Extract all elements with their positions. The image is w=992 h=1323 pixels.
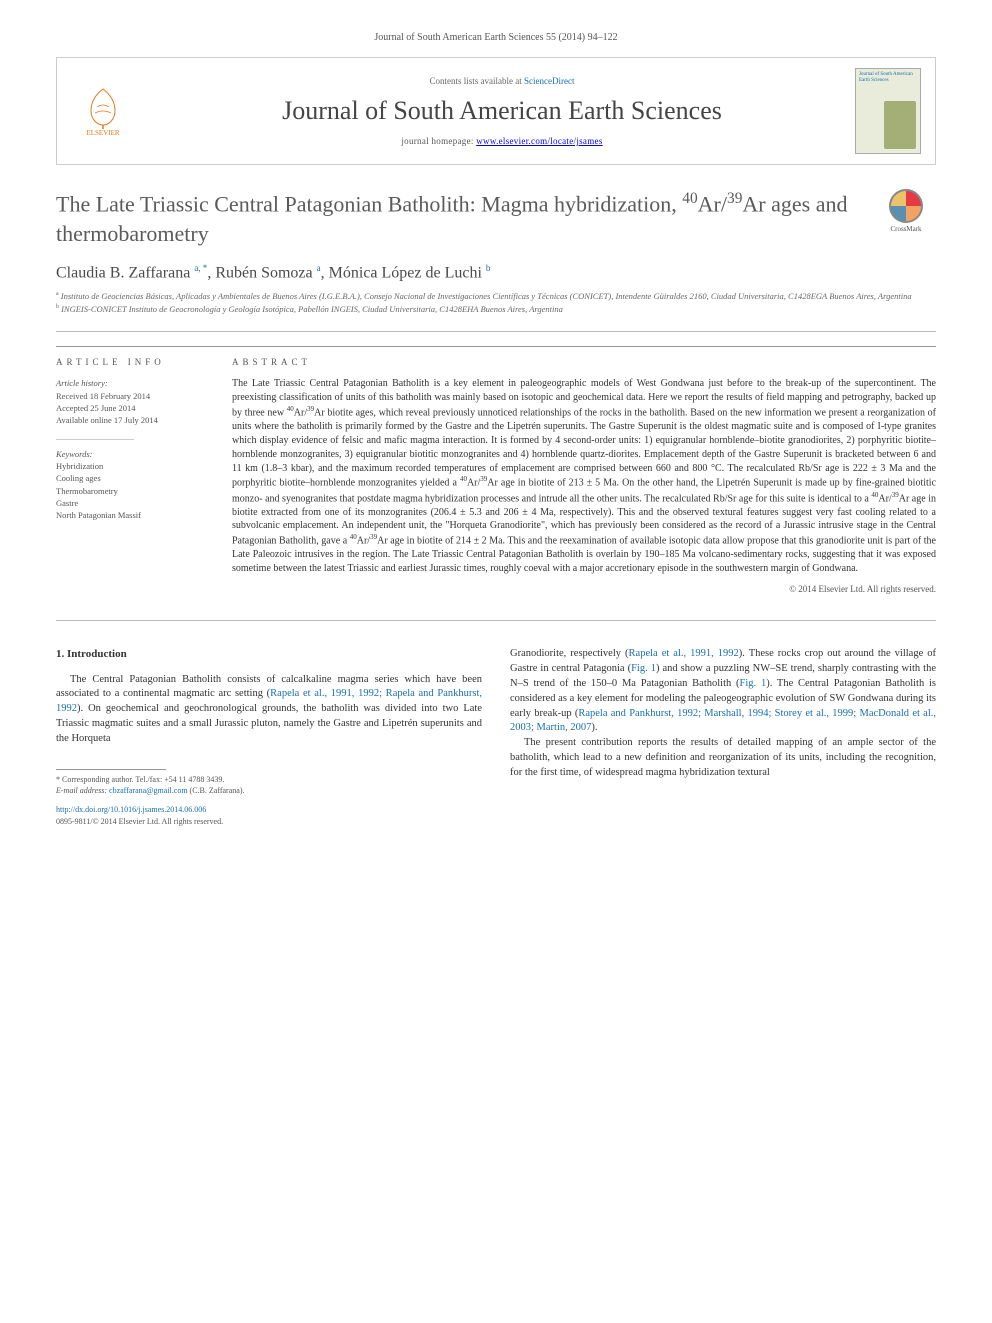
divider — [56, 331, 936, 332]
accepted-date: Accepted 25 June 2014 — [56, 402, 212, 414]
divider — [56, 620, 936, 621]
keyword: Thermobarometry — [56, 485, 212, 497]
elsevier-logo: ELSEVIER — [71, 75, 135, 147]
email-who: (C.B. Zaffarana). — [188, 786, 245, 795]
keyword: Hybridization — [56, 460, 212, 472]
elsevier-label: ELSEVIER — [86, 129, 119, 137]
sciencedirect-link[interactable]: ScienceDirect — [524, 76, 574, 86]
abstract-text: The Late Triassic Central Patagonian Bat… — [232, 377, 936, 575]
contents-available: Contents lists available at ScienceDirec… — [149, 76, 855, 86]
intro-heading: 1. Introduction — [56, 647, 482, 663]
article-info: ARTICLE INFO Article history: Received 1… — [56, 346, 232, 593]
online-date: Available online 17 July 2014 — [56, 414, 212, 426]
corresponding-email-link[interactable]: cbzaffarana@gmail.com — [109, 786, 188, 795]
article-title: The Late Triassic Central Patagonian Bat… — [56, 189, 858, 249]
history-label: Article history: — [56, 377, 212, 389]
article-info-label: ARTICLE INFO — [56, 357, 212, 367]
citation-line: Journal of South American Earth Sciences… — [56, 32, 936, 43]
body-text: 1. Introduction The Central Patagonian B… — [56, 647, 936, 827]
journal-homepage: journal homepage: www.elsevier.com/locat… — [149, 136, 855, 146]
crossmark-label: CrossMark — [890, 225, 921, 233]
keyword: Gastre — [56, 497, 212, 509]
journal-homepage-link[interactable]: www.elsevier.com/locate/jsames — [476, 136, 602, 146]
email-label: E-mail address: — [56, 786, 109, 795]
journal-cover-thumb: Journal of South American Earth Sciences — [855, 68, 921, 154]
abstract: ABSTRACT The Late Triassic Central Patag… — [232, 346, 936, 593]
keyword: North Patagonian Massif — [56, 509, 212, 521]
body-paragraph: Granodiorite, respectively (Rapela et al… — [510, 647, 936, 736]
keywords-label: Keywords: — [56, 448, 212, 460]
corresponding-footer: * Corresponding author. Tel./fax: +54 11… — [56, 769, 482, 827]
issn-line: 0895-9811/© 2014 Elsevier Ltd. All right… — [56, 816, 482, 827]
crossmark-badge[interactable]: CrossMark — [876, 189, 936, 233]
abstract-copyright: © 2014 Elsevier Ltd. All rights reserved… — [232, 584, 936, 594]
received-date: Received 18 February 2014 — [56, 390, 212, 402]
crossmark-icon — [889, 189, 923, 223]
keyword: Cooling ages — [56, 472, 212, 484]
affiliations: a Instituto de Geociencias Básicas, Apli… — [56, 290, 936, 315]
abstract-label: ABSTRACT — [232, 357, 936, 367]
elsevier-tree-icon — [83, 85, 123, 129]
journal-name: Journal of South American Earth Sciences — [149, 96, 855, 126]
corresponding-author: * Corresponding author. Tel./fax: +54 11… — [56, 774, 482, 785]
authors: Claudia B. Zaffarana a, *, Rubén Somoza … — [56, 263, 936, 282]
body-paragraph: The present contribution reports the res… — [510, 736, 936, 781]
body-paragraph: The Central Patagonian Batholith consist… — [56, 673, 482, 748]
doi-link[interactable]: http://dx.doi.org/10.1016/j.jsames.2014.… — [56, 805, 206, 814]
journal-header: ELSEVIER Contents lists available at Sci… — [56, 57, 936, 165]
